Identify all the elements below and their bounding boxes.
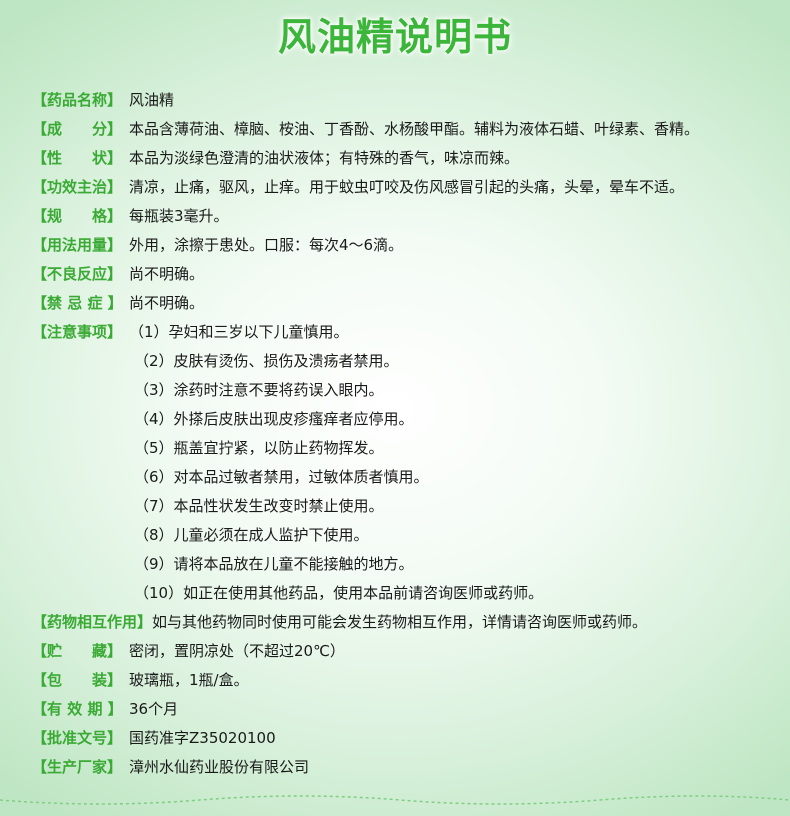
precaution-item: （6）对本品过敏者禁用，过敏体质者慎用。 [134,468,429,486]
field-label: 【药品名称】 [32,91,123,109]
field-value: 清凉，止痛，驱风，止痒。用于蚊虫叮咬及伤风感冒引起的头痛，头晕，晕车不适。 [129,178,685,196]
field-label: 【批准文号】 [32,729,123,747]
field-label: 【性 状】 [32,149,123,167]
row-drug-interactions: 【药物相互作用】 如与其他药物同时使用可能会发生药物相互作用，详情请咨询医师或药师… [32,612,699,641]
precaution-item: （10）如正在使用其他药品，使用本品前请咨询医师或药师。 [134,584,544,602]
row-contraindications: 【禁 忌 症 】尚不明确。 [32,293,699,322]
field-label: 【贮 藏】 [32,642,123,660]
row-appearance: 【性 状】 本品为淡绿色澄清的油状液体；有特殊的香气，味凉而辣。 [32,148,699,177]
row-precautions: 【注意事项】 （1）孕妇和三岁以下儿童慎用。 [32,322,699,351]
row-indications: 【功效主治】 清凉，止痛，驱风，止痒。用于蚊虫叮咬及伤风感冒引起的头痛，头晕，晕车… [32,177,699,206]
field-value: （1）孕妇和三岁以下儿童慎用。 [129,323,349,341]
field-label: 【功效主治】 [32,178,123,196]
field-label: 【药物相互作用】 [32,613,153,631]
field-value: 尚不明确。 [129,265,205,283]
row-adverse-reactions: 【不良反应】 尚不明确。 [32,264,699,293]
precaution-item: （4）外搽后皮肤出现皮疹瘙痒者应停用。 [134,410,414,428]
field-label: 【有 效 期 】 [32,700,123,718]
decorative-wave-line [0,795,790,805]
row-drug-name: 【药品名称】 风油精 [32,90,699,119]
field-value: 密闭，置阴凉处（不超过20℃） [129,642,345,660]
instruction-list: 【药品名称】 风油精 【成 分】 本品含薄荷油、樟脑、桉油、丁香酚、水杨酸甲酯。辅料… [32,90,699,786]
field-value: 风油精 [129,91,175,109]
row-storage: 【贮 藏】 密闭，置阴凉处（不超过20℃） [32,641,699,670]
row-manufacturer: 【生产厂家】 漳州水仙药业股份有限公司 [32,757,699,786]
precaution-item: （2）皮肤有烫伤、损伤及溃疡者禁用。 [134,352,399,370]
field-value: 尚不明确。 [129,294,205,312]
field-value: 外用，涂擦于患处。口服：每次4～6滴。 [129,236,404,254]
field-label: 【用法用量】 [32,236,123,254]
page-title: 风油精说明书 [277,14,512,59]
precaution-item: （8）儿童必须在成人监护下使用。 [134,526,369,544]
field-value: 玻璃瓶，1瓶/盒。 [129,671,249,689]
field-value: 本品含薄荷油、樟脑、桉油、丁香酚、水杨酸甲酯。辅料为液体石蜡、叶绿素、香精。 [129,120,700,138]
field-label: 【成 分】 [32,120,123,138]
field-value: 36个月 [129,700,179,718]
precaution-item: （9）请将本品放在儿童不能接触的地方。 [134,555,414,573]
field-value: 国药准字Z35020100 [129,729,276,747]
precaution-item: （3）涂药时注意不要将药误入眼内。 [134,381,384,399]
field-value: 本品为淡绿色澄清的油状液体；有特殊的香气，味凉而辣。 [129,149,520,167]
row-shelf-life: 【有 效 期 】 36个月 [32,699,699,728]
row-dosage: 【用法用量】 外用，涂擦于患处。口服：每次4～6滴。 [32,235,699,264]
field-value: 漳州水仙药业股份有限公司 [129,758,310,776]
field-label: 【包 装】 [32,671,123,689]
field-label: 【生产厂家】 [32,758,123,776]
field-label: 【注意事项】 [32,323,123,341]
field-label: 【规 格】 [32,207,123,225]
field-label: 【不良反应】 [32,265,123,283]
field-label: 【禁 忌 症 】 [32,294,123,312]
precaution-item: （7）本品性状发生改变时禁止使用。 [134,497,384,515]
row-specification: 【规 格】 每瓶装3毫升。 [32,206,699,235]
row-approval-number: 【批准文号】 国药准字Z35020100 [32,728,699,757]
precaution-item: （5）瓶盖宜拧紧，以防止药物挥发。 [134,439,384,457]
row-ingredients: 【成 分】 本品含薄荷油、樟脑、桉油、丁香酚、水杨酸甲酯。辅料为液体石蜡、叶绿素、… [32,119,699,148]
field-value: 每瓶装3毫升。 [129,207,229,225]
field-value: 如与其他药物同时使用可能会发生药物相互作用，详情请咨询医师或药师。 [152,613,648,631]
row-packaging: 【包 装】 玻璃瓶，1瓶/盒。 [32,670,699,699]
